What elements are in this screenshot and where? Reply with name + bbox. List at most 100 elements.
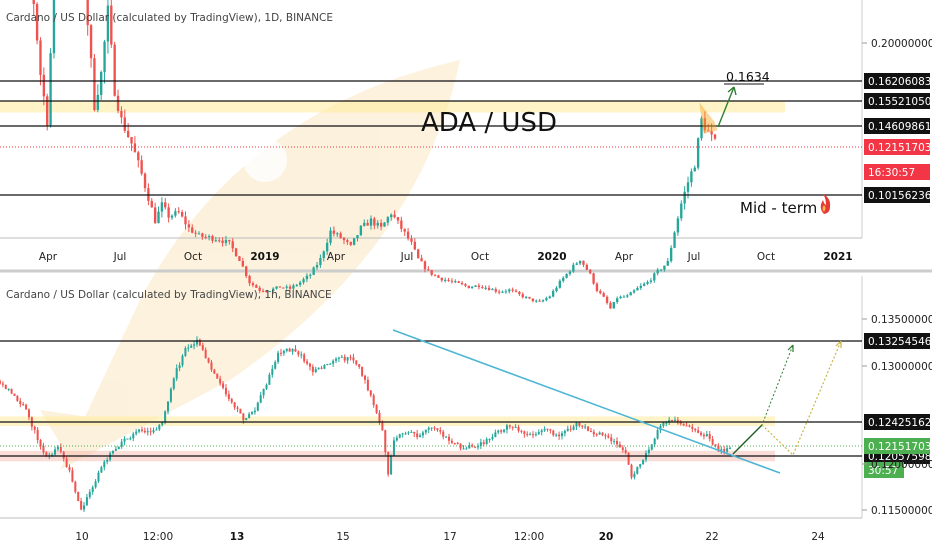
- candle-body: [629, 292, 632, 296]
- candle-body: [497, 291, 501, 293]
- candle-body: [88, 491, 91, 498]
- candle-body: [524, 296, 528, 298]
- candle-body: [430, 270, 433, 275]
- candle-body: [578, 260, 582, 264]
- candle-body: [71, 470, 74, 482]
- candle-body: [302, 279, 305, 283]
- candle-body: [282, 350, 285, 354]
- candle-body: [526, 434, 529, 436]
- candle-body: [242, 413, 245, 421]
- candle-body: [395, 437, 398, 441]
- candle-body: [114, 448, 117, 451]
- candle-body: [528, 296, 531, 299]
- candle-body: [552, 430, 555, 436]
- candle-body: [665, 422, 668, 424]
- candle-body: [531, 298, 535, 302]
- candle-body: [575, 422, 578, 427]
- candle-body: [673, 232, 676, 248]
- top-level-label: 0.10156236: [868, 190, 932, 202]
- candle-body: [375, 405, 378, 413]
- candle-body: [534, 434, 537, 436]
- candle-body: [555, 287, 558, 291]
- candle-body: [106, 459, 109, 462]
- candle-body: [285, 286, 288, 288]
- candle-body: [717, 445, 720, 451]
- candle-body: [294, 348, 297, 352]
- bottom-x-tick-label: 10: [75, 531, 88, 543]
- candle-body: [566, 428, 569, 431]
- candle-body: [308, 363, 311, 367]
- bottom-x-tick-label: 15: [336, 531, 349, 543]
- candle-body: [386, 217, 390, 223]
- candle-body: [241, 260, 245, 267]
- candle-body: [500, 430, 503, 432]
- candle-body: [116, 95, 120, 111]
- candle-body: [616, 298, 619, 302]
- candle-body: [155, 429, 158, 431]
- candle-body: [688, 425, 691, 427]
- candle-body: [555, 434, 558, 436]
- candle-body: [33, 426, 36, 430]
- candle-body: [62, 451, 65, 459]
- candle-body: [201, 233, 204, 237]
- candle-body: [424, 429, 427, 433]
- candle-body: [503, 429, 506, 432]
- candle-body: [100, 467, 103, 473]
- candle-body: [710, 131, 713, 135]
- candle-body: [484, 287, 487, 289]
- candle-body: [400, 220, 403, 229]
- candle-body: [468, 445, 471, 449]
- candle-body: [325, 242, 329, 252]
- candle-body: [259, 395, 262, 403]
- candle-body: [656, 269, 659, 274]
- candle-body: [111, 450, 114, 454]
- candle-body: [219, 378, 222, 384]
- top-x-tick-label: Oct: [184, 251, 202, 263]
- candle-body: [193, 344, 196, 346]
- candle-body: [467, 285, 470, 289]
- candle-body: [636, 466, 639, 474]
- candle-body: [619, 296, 622, 299]
- top-level-label-bg: [864, 93, 930, 109]
- candle-body: [474, 446, 477, 448]
- candle-body: [420, 258, 423, 262]
- candle-body: [491, 289, 494, 291]
- candle-body: [548, 296, 551, 299]
- candle-body: [592, 273, 595, 284]
- candle-body: [36, 429, 39, 441]
- candle-body: [123, 438, 126, 442]
- candle-body: [713, 134, 717, 139]
- candle-body: [520, 430, 523, 432]
- candle-body: [164, 202, 167, 208]
- candle-body: [485, 439, 488, 444]
- bottom-current-price-label: 0.12151703: [868, 441, 931, 453]
- candle-body: [413, 241, 417, 250]
- candle-body: [282, 287, 285, 289]
- candle-body: [234, 248, 238, 257]
- candle-body: [532, 434, 535, 436]
- top-x-tick-label: Jul: [400, 251, 414, 263]
- top-projection-arrow: [717, 86, 735, 128]
- candle-body: [581, 425, 584, 427]
- candle-body: [622, 296, 626, 298]
- candle-body: [416, 433, 419, 438]
- candle-body: [537, 432, 540, 435]
- candle-body: [444, 279, 447, 281]
- fire-icon: [820, 194, 831, 214]
- candle-body: [317, 367, 320, 370]
- top-x-tick-label: Jul: [113, 251, 127, 263]
- candle-body: [679, 421, 682, 424]
- candle-body: [204, 349, 207, 359]
- candle-body: [126, 438, 129, 440]
- candle-body: [146, 431, 149, 433]
- candle-body: [406, 231, 410, 239]
- candle-body: [97, 472, 100, 482]
- candle-body: [103, 41, 106, 73]
- candle-body: [471, 445, 474, 447]
- candle-body: [632, 290, 636, 293]
- candle-body: [393, 214, 396, 218]
- candle-body: [292, 285, 295, 289]
- candle-body: [680, 203, 683, 219]
- candle-body: [251, 412, 254, 414]
- candle-body: [211, 236, 214, 241]
